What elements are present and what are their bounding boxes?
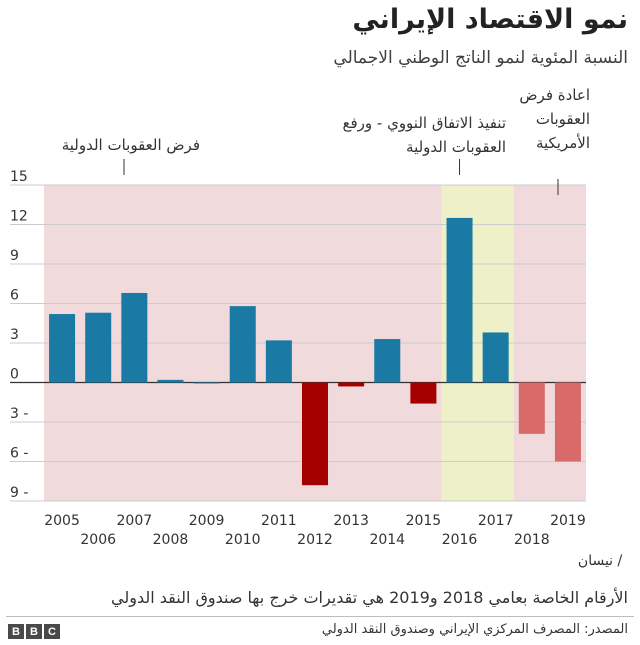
annotation-text: اعادة فرض	[519, 86, 590, 104]
source-note: المصدر: المصرف المركزي الإيراني وصندوق ا…	[321, 622, 628, 637]
annotation-text: العقوبات	[536, 110, 590, 128]
x-tick-label: 2013	[333, 513, 369, 529]
bar	[446, 217, 473, 383]
bar	[374, 339, 401, 383]
x-tick-label: 2011	[261, 513, 297, 529]
annotation-text: تنفيذ الاتفاق النووي - ورفع	[342, 114, 506, 133]
x-tick-label: 2012	[297, 532, 333, 548]
y-axis-ticks: 15 12 9 6 3 0 3 - 6 - 9 -	[10, 169, 28, 501]
y-tick-label: 12	[10, 209, 28, 225]
x-tick-label: 2018	[514, 532, 550, 548]
annotation-text: فرض العقوبات الدولية	[62, 136, 200, 154]
y-tick-label: 0	[10, 367, 19, 383]
bars	[49, 217, 581, 486]
x-tick-label: 2008	[153, 532, 189, 548]
annotation-text: العقوبات الدولية	[406, 138, 506, 156]
x-axis-extra-label: / نيسان	[578, 553, 623, 569]
bar	[518, 382, 545, 434]
bar	[265, 340, 292, 383]
bar	[49, 314, 76, 383]
x-tick-label: 2005	[44, 513, 80, 529]
bar	[121, 292, 148, 383]
x-axis-labels: 2005200620072008200920102011201220132014…	[44, 513, 622, 569]
footer-divider	[6, 616, 634, 617]
x-tick-label: 2009	[189, 513, 225, 529]
x-tick-label: 2017	[478, 513, 514, 529]
bbc-logo: B B C	[8, 624, 60, 639]
x-tick-label: 2016	[442, 532, 478, 548]
bar	[157, 379, 184, 383]
bar	[301, 382, 329, 486]
bar	[410, 382, 437, 404]
bar	[482, 332, 509, 383]
y-tick-label: 9 -	[10, 485, 28, 501]
bbc-logo-letter: C	[44, 624, 60, 639]
footnote: الأرقام الخاصة بعامي 2018 و2019 هي تقدير…	[111, 588, 628, 607]
annotation-text: الأمريكية	[536, 133, 590, 152]
bbc-logo-letter: B	[8, 624, 24, 639]
x-tick-label: 2010	[225, 532, 261, 548]
bar	[338, 382, 365, 387]
chart-subtitle: النسبة المئوية لنمو الناتج الوطني الاجما…	[333, 48, 628, 68]
bar	[193, 382, 220, 384]
x-tick-label: 2007	[117, 513, 153, 529]
bar	[85, 312, 112, 383]
chart-title: نمو الاقتصاد الإيراني	[352, 4, 628, 35]
x-tick-label: 2015	[406, 513, 442, 529]
y-tick-label: 6 -	[10, 446, 28, 462]
y-tick-label: 6	[10, 288, 19, 304]
y-tick-label: 3 -	[10, 406, 28, 422]
bar	[554, 382, 581, 462]
y-tick-label: 9	[10, 248, 19, 264]
x-tick-label: 2019	[550, 513, 586, 529]
annotations: فرض العقوبات الدولية تنفيذ الاتفاق النووي…	[62, 86, 590, 195]
y-tick-label: 3	[10, 327, 19, 343]
x-tick-label: 2014	[369, 532, 405, 548]
y-tick-label: 15	[10, 169, 28, 185]
bbc-logo-letter: B	[26, 624, 42, 639]
x-tick-label: 2006	[80, 532, 116, 548]
bar	[229, 306, 256, 383]
